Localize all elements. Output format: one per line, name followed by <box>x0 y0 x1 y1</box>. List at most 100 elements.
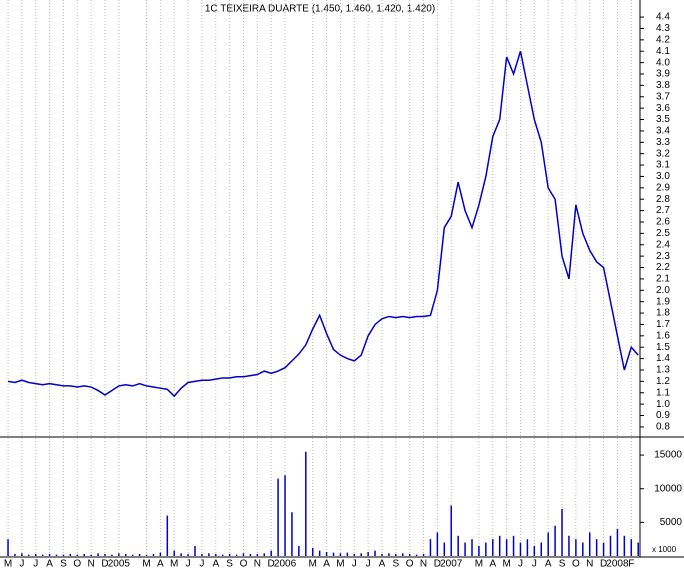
volume-bar <box>305 451 307 556</box>
volume-bar <box>395 553 397 556</box>
volume-bar <box>568 535 570 556</box>
y-tick-label: 1.4 <box>656 353 670 364</box>
volume-bar <box>575 539 577 556</box>
volume-bar <box>616 529 619 556</box>
x-tick-label: 2006 <box>274 559 297 570</box>
y-tick-label: 1.6 <box>656 330 670 341</box>
y-tick-label: 3.5 <box>656 114 670 125</box>
volume-bar <box>166 515 169 556</box>
x-tick-label: O <box>572 559 580 570</box>
volume-bar <box>270 550 272 556</box>
volume-bar <box>187 553 189 556</box>
volume-bar <box>526 539 529 556</box>
y-tick-label: 2.3 <box>656 251 670 262</box>
y-tick-label: 1.9 <box>656 296 670 307</box>
x-tick-label: J <box>366 559 371 570</box>
x-tick-label: A <box>46 559 53 570</box>
volume-bar <box>48 553 51 556</box>
x-tick-label: F <box>628 559 634 570</box>
volume-bar <box>325 551 328 556</box>
volume-bar <box>145 554 148 556</box>
volume-bar <box>298 545 300 556</box>
volume-bar <box>540 542 543 556</box>
x-tick-label: O <box>73 559 81 570</box>
x-tick-label: J <box>518 559 523 570</box>
volume-bar <box>485 542 487 556</box>
y-tick-label: 1.7 <box>656 319 670 330</box>
volume-bar <box>277 478 279 556</box>
y-tick-label: 3.2 <box>656 148 670 159</box>
x-tick-label: D <box>268 559 275 570</box>
x-tick-label: S <box>392 559 399 570</box>
y-tick-label: 2.0 <box>656 285 670 296</box>
volume-bar <box>138 553 141 556</box>
x-tick-label: 2005 <box>108 559 131 570</box>
volume-bar <box>97 553 99 556</box>
y-tick-label: 2.5 <box>656 228 670 239</box>
volume-bar <box>450 505 452 556</box>
volume-bar <box>360 553 362 556</box>
volume-bar <box>492 539 494 556</box>
x-tick-label: O <box>406 559 414 570</box>
x-tick-label: A <box>323 559 330 570</box>
volume-bar <box>291 512 293 556</box>
x-tick-label: N <box>254 559 261 570</box>
x-tick-label: 2007 <box>440 559 463 570</box>
volume-bar <box>69 553 72 556</box>
y-tick-label: 1.0 <box>656 399 670 410</box>
y-tick-label: 2.8 <box>656 194 670 205</box>
x-tick-label: S <box>226 559 233 570</box>
y-tick-label: 0.9 <box>656 410 670 421</box>
volume-bar <box>623 535 626 556</box>
volume-bar <box>131 554 134 556</box>
y-tick-label: 1.3 <box>656 365 670 376</box>
y-tick-label: 4.3 <box>656 23 670 34</box>
volume-bar <box>228 553 231 556</box>
volume-bar <box>180 553 182 556</box>
volume-bar <box>519 542 522 556</box>
y2-tick-label: 15000 <box>654 450 682 461</box>
x-tick-label: M <box>4 559 12 570</box>
volume-bar <box>346 552 349 556</box>
x-tick-label: A <box>157 559 164 570</box>
x-tick-label: M <box>502 559 510 570</box>
volume-bar <box>464 542 466 556</box>
x-tick-label: M <box>336 559 344 570</box>
volume-bar <box>208 553 210 556</box>
volume-bar <box>242 553 245 556</box>
x-tick-label: S <box>559 559 566 570</box>
x-tick-label: J <box>352 559 357 570</box>
y-tick-label: 4.0 <box>656 57 670 68</box>
volume-bar <box>311 547 314 556</box>
volume-bar <box>415 554 418 556</box>
y-tick-label: 3.0 <box>656 171 670 182</box>
y-tick-label: 2.6 <box>656 217 670 228</box>
y-tick-label: 3.8 <box>656 80 670 91</box>
y-tick-label: 3.1 <box>656 160 670 171</box>
volume-bar <box>111 554 113 556</box>
volume-bar <box>221 554 224 556</box>
volume-bar <box>429 539 432 556</box>
volume-bar <box>104 553 106 556</box>
y-tick-label: 4.2 <box>656 34 670 45</box>
y-tick-label: 3.7 <box>656 91 670 102</box>
y-tick-label: 1.2 <box>656 376 670 387</box>
volume-bar <box>55 554 58 556</box>
volume-unit: x 1000 <box>652 545 677 554</box>
volume-bar <box>28 554 30 556</box>
volume-bar <box>125 553 127 556</box>
volume-bar <box>21 553 23 556</box>
volume-bar <box>159 552 162 556</box>
y-tick-label: 3.4 <box>656 126 670 137</box>
volume-bar <box>249 553 252 556</box>
y-tick-label: 4.1 <box>656 46 670 57</box>
y-tick-label: 3.6 <box>656 103 670 114</box>
volume-bar <box>7 539 9 556</box>
volume-bar <box>62 554 65 556</box>
y-tick-label: 2.9 <box>656 182 670 193</box>
volume-bar <box>588 532 591 556</box>
volume-bar <box>381 553 383 556</box>
y-tick-label: 2.4 <box>656 239 670 250</box>
x-tick-label: N <box>586 559 593 570</box>
